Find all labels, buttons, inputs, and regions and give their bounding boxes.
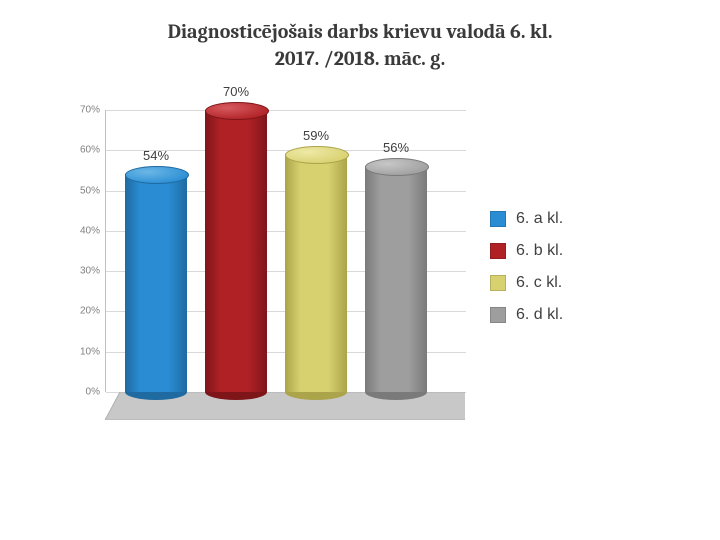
bar-body bbox=[365, 166, 427, 392]
bar-3: 59% bbox=[285, 154, 347, 392]
bar-value-label: 56% bbox=[365, 140, 427, 155]
legend-swatch bbox=[490, 307, 506, 323]
bar-body bbox=[125, 174, 187, 392]
bar-value-label: 70% bbox=[205, 84, 267, 99]
title-line-2: 2017. /2018. māc. g. bbox=[275, 47, 445, 70]
legend-swatch bbox=[490, 243, 506, 259]
y-tick-label: 20% bbox=[80, 306, 100, 317]
y-tick-label: 70% bbox=[80, 105, 100, 116]
chart-area: 0% 10% 20% 30% 40% 50% 60% 70% 54% 70% 59% 56% 6. … bbox=[60, 100, 660, 500]
legend-label: 6. c kl. bbox=[516, 274, 562, 292]
legend-item: 6. c kl. bbox=[490, 274, 563, 292]
legend-label: 6. a kl. bbox=[516, 210, 563, 228]
chart-title: Diagnosticējošais darbs krievu valodā 6.… bbox=[0, 18, 720, 72]
y-tick-label: 60% bbox=[80, 145, 100, 156]
y-tick-label: 30% bbox=[80, 266, 100, 277]
bar-body bbox=[205, 110, 267, 392]
y-tick-label: 10% bbox=[80, 346, 100, 357]
legend-swatch bbox=[490, 275, 506, 291]
legend-swatch bbox=[490, 211, 506, 227]
plot-area: 54% 70% 59% 56% bbox=[105, 110, 465, 420]
y-axis: 0%10%20%30%40%50%60%70% bbox=[60, 110, 105, 420]
legend-item: 6. d kl. bbox=[490, 306, 563, 324]
slide: Diagnosticējošais darbs krievu valodā 6.… bbox=[0, 0, 720, 540]
bar-body bbox=[285, 154, 347, 392]
gridline bbox=[106, 110, 466, 111]
bar-2: 70% bbox=[205, 110, 267, 392]
y-tick-label: 50% bbox=[80, 185, 100, 196]
legend-item: 6. b kl. bbox=[490, 242, 563, 260]
y-tick-label: 0% bbox=[86, 387, 100, 398]
legend-item: 6. a kl. bbox=[490, 210, 563, 228]
y-tick-label: 40% bbox=[80, 225, 100, 236]
legend-label: 6. d kl. bbox=[516, 306, 563, 324]
bar-value-label: 59% bbox=[285, 128, 347, 143]
legend: 6. a kl. 6. b kl. 6. c kl. 6. d kl. bbox=[490, 210, 563, 338]
bar-1: 54% bbox=[125, 174, 187, 392]
legend-label: 6. b kl. bbox=[516, 242, 563, 260]
bar-4: 56% bbox=[365, 166, 427, 392]
title-line-1: Diagnosticējošais darbs krievu valodā 6.… bbox=[168, 20, 553, 43]
bar-value-label: 54% bbox=[125, 148, 187, 163]
bar-top bbox=[205, 102, 269, 120]
